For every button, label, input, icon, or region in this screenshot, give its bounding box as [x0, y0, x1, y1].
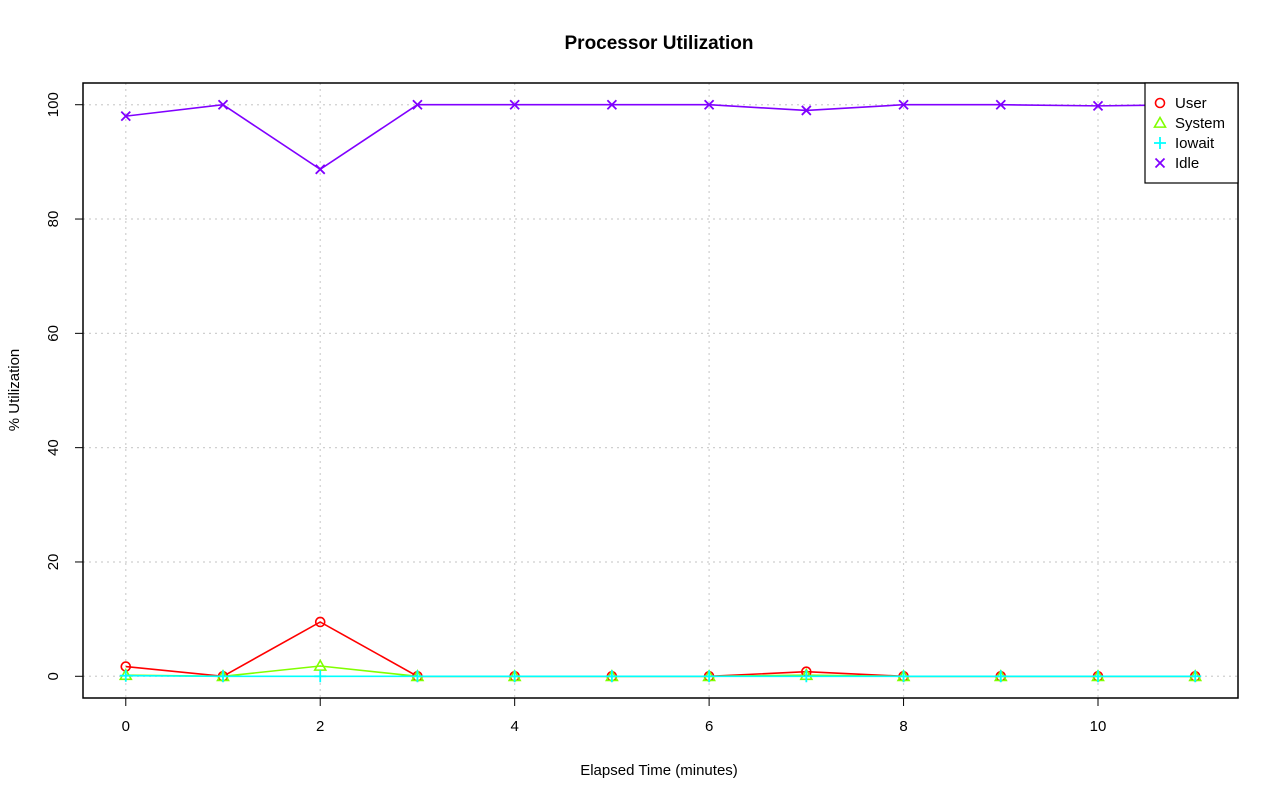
grid-lines	[83, 83, 1238, 698]
legend: User System Iowait Idle	[1144, 82, 1239, 184]
point-iowait	[508, 670, 521, 683]
point-iowait	[703, 670, 716, 683]
plot-frame	[82, 82, 1239, 699]
point-idle	[606, 99, 618, 110]
legend-marker-user	[1154, 97, 1166, 109]
x-tick-label: 6	[705, 718, 713, 735]
point-idle	[412, 99, 423, 110]
point-iowait	[605, 670, 618, 683]
point-system	[313, 658, 328, 671]
y-tick-label: 0	[45, 672, 62, 680]
point-iowait	[994, 670, 1007, 683]
point-iowait	[800, 670, 813, 683]
point-iowait	[1189, 670, 1202, 683]
point-iowait	[217, 670, 229, 683]
point-idle	[995, 99, 1006, 110]
y-tick-label: 40	[45, 439, 62, 456]
legend-label-idle: Idle	[1175, 155, 1199, 172]
y-tick-label: 100	[45, 92, 62, 117]
x-tick-label: 2	[316, 718, 324, 735]
series-line-iowait	[125, 674, 1196, 678]
series-line-system	[125, 665, 1196, 678]
y-tick-label: 60	[45, 325, 62, 342]
chart-title: Processor Utilization	[565, 33, 754, 54]
series-lines	[125, 103, 1196, 678]
y-tick-label: 20	[45, 554, 62, 571]
point-idle	[898, 99, 909, 110]
point-idle	[120, 111, 131, 122]
point-iowait	[119, 669, 132, 682]
point-iowait	[314, 670, 327, 683]
point-iowait	[897, 670, 910, 683]
legend-label-iowait: Iowait	[1175, 135, 1215, 152]
legend-label-system: System	[1175, 115, 1225, 132]
x-tick-label: 0	[122, 718, 130, 735]
y-axis: 0 20 40 60 80 100	[45, 92, 83, 680]
point-iowait	[411, 670, 424, 683]
x-tick-label: 4	[510, 718, 518, 735]
point-idle	[217, 99, 229, 110]
x-axis: 0 2 4 6 8 10	[122, 698, 1107, 735]
x-tick-label: 10	[1090, 718, 1107, 735]
x-tick-label: 8	[899, 718, 907, 735]
point-idle	[1092, 100, 1104, 111]
legend-label-user: User	[1175, 95, 1207, 112]
point-user	[314, 616, 326, 628]
y-tick-label: 80	[45, 211, 62, 228]
x-axis-label: Elapsed Time (minutes)	[580, 762, 738, 779]
series-markers	[118, 99, 1203, 683]
point-iowait	[1092, 670, 1104, 683]
point-idle	[703, 99, 715, 110]
legend-marker-system	[1153, 115, 1167, 128]
point-idle	[509, 99, 520, 110]
legend-box	[1144, 82, 1239, 184]
legend-marker-iowait	[1154, 137, 1166, 149]
series-line-user	[125, 621, 1196, 678]
y-axis-label: % Utilization	[6, 349, 23, 432]
series-line-idle	[125, 103, 1196, 171]
point-idle	[315, 164, 326, 175]
legend-marker-idle	[1154, 157, 1166, 169]
point-idle	[801, 105, 812, 116]
